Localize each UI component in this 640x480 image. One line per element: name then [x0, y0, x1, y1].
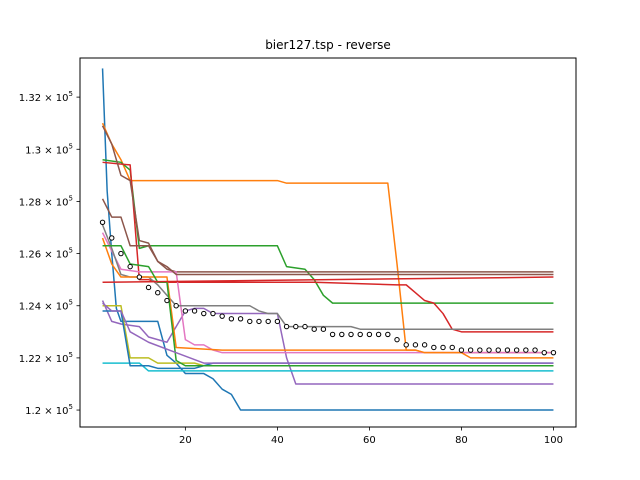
x-tick-label: 20 — [179, 435, 192, 446]
y-tick-label: 1.24 × 105 — [19, 299, 73, 313]
series-line-3 — [102, 158, 554, 304]
mean-marker — [339, 331, 345, 338]
mean-marker — [504, 347, 511, 353]
y-tick-label: 1.3 × 105 — [25, 142, 73, 156]
mean-marker — [145, 284, 152, 291]
mean-marker — [348, 331, 354, 338]
series-line-4 — [102, 161, 554, 333]
mean-marker — [302, 323, 308, 330]
series-layer — [101, 68, 554, 411]
mean-marker — [357, 331, 363, 338]
mean-marker — [164, 297, 170, 304]
mean-marker — [385, 331, 391, 338]
mean-marker — [449, 344, 455, 351]
mean-marker — [99, 219, 106, 225]
series-line-13 — [102, 245, 554, 367]
mean-marker — [403, 342, 409, 348]
mean-marker — [467, 347, 474, 353]
mean-marker — [109, 235, 115, 241]
mean-marker — [228, 316, 235, 322]
mean-marker — [550, 349, 557, 356]
y-tick-label: 1.32 × 105 — [19, 90, 73, 104]
mean-marker — [458, 347, 465, 353]
series-line-16 — [101, 125, 554, 276]
mean-marker — [237, 316, 244, 322]
x-tick-label: 60 — [363, 435, 376, 446]
mean-marker — [421, 342, 428, 348]
series-line-2 — [101, 122, 554, 354]
mean-marker — [136, 274, 143, 280]
series-line-1 — [101, 68, 554, 411]
mean-marker — [523, 347, 529, 353]
mean-marker — [247, 318, 253, 325]
series-line-6 — [101, 198, 554, 273]
mean-marker — [127, 263, 133, 270]
mean-marker — [412, 342, 419, 348]
mean-marker — [311, 326, 317, 332]
mean-marker — [440, 344, 446, 351]
mean-marker — [283, 323, 290, 330]
x-tick-label: 100 — [544, 435, 563, 446]
mean-marker-layer — [99, 219, 557, 356]
mean-marker — [532, 347, 538, 353]
y-tick-label: 1.2 × 105 — [25, 403, 73, 417]
mean-marker — [329, 331, 336, 338]
mean-marker — [513, 347, 520, 353]
mean-marker — [219, 313, 225, 319]
mean-marker — [293, 323, 299, 330]
series-line-8 — [101, 224, 554, 330]
y-tick-label: 1.28 × 105 — [19, 194, 73, 208]
mean-marker — [431, 344, 437, 351]
mean-marker — [155, 290, 161, 296]
mean-marker — [256, 318, 262, 325]
mean-marker — [210, 310, 216, 317]
y-tick-label: 1.22 × 105 — [19, 351, 73, 365]
mean-marker — [477, 347, 483, 353]
mean-marker — [366, 331, 373, 338]
series-line-10 — [102, 362, 554, 372]
x-axis-ticks: 20 40 60 80 100 — [179, 427, 563, 446]
series-line-14 — [102, 276, 554, 284]
mean-marker — [182, 308, 189, 314]
mean-marker — [173, 303, 179, 309]
series-line-7 — [101, 232, 554, 354]
mean-marker — [394, 336, 400, 343]
mean-marker — [265, 318, 271, 325]
series-line-12 — [101, 237, 554, 359]
x-tick-label: 40 — [271, 435, 284, 446]
x-tick-label: 80 — [455, 435, 468, 446]
y-tick-label: 1.26 × 105 — [19, 247, 73, 261]
mean-marker — [320, 326, 327, 332]
chart-title: bier127.tsp - reverse — [265, 38, 391, 52]
series-line-11 — [102, 310, 554, 370]
mean-marker — [541, 349, 547, 356]
mean-marker — [201, 310, 207, 317]
mean-marker — [486, 347, 492, 353]
y-axis-ticks: 1.2 × 105 1.22 × 105 1.24 × 105 1.26 × 105 1… — [19, 90, 80, 417]
mean-marker — [495, 347, 501, 353]
mean-marker — [274, 318, 281, 325]
mean-marker — [118, 250, 124, 257]
mean-marker — [375, 331, 382, 338]
plot-frame — [79, 57, 577, 428]
mean-marker — [191, 308, 198, 314]
series-line-15 — [102, 302, 554, 364]
